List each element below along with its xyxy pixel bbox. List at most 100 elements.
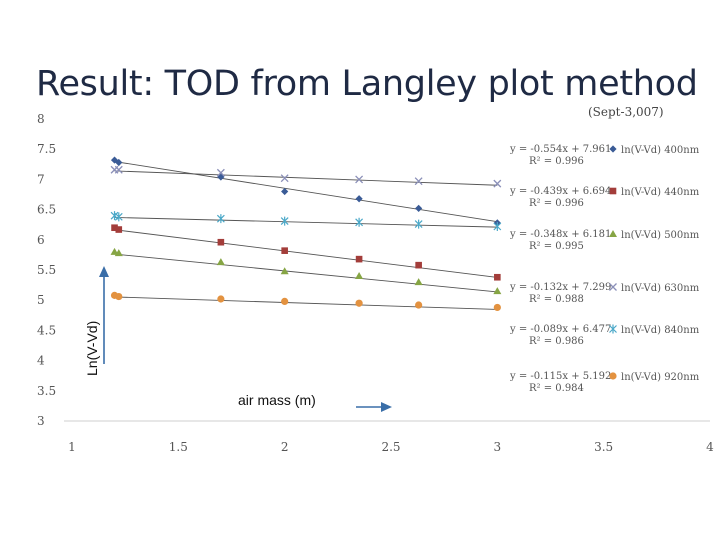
y-tick-label: 7.5 [37,142,56,156]
y-axis-label: Ln(V-Vd) [84,321,100,376]
data-point [355,175,364,184]
legend-marker [609,283,617,291]
y-tick-label: 6.5 [37,203,56,217]
trendline [114,253,498,293]
y-axis-arrow-head [99,266,109,277]
x-tick-labels: 1 1.5 2 2.5 3 3.5 4 [68,440,714,454]
data-point [114,249,123,257]
y-tick-label: 3.5 [37,384,56,398]
data-point [493,303,501,312]
data-point [114,212,123,222]
chart-subtitle: (Sept-3,007) [588,105,664,119]
y-tick-label: 5.5 [37,263,56,277]
series-markers [110,211,502,232]
data-point [115,158,123,167]
x-tick-label: 3.5 [594,440,613,454]
y-tick-label: 7 [37,172,45,186]
trendline [114,161,498,223]
trendline [114,296,498,310]
data-point [111,224,118,232]
data-point [216,168,225,177]
y-tick-label: 3 [37,414,45,428]
data-point [493,179,502,188]
data-point [281,247,288,254]
x-tick-label: 2 [281,440,289,454]
data-point [355,272,364,280]
legend-label: ln(V-Vd) 920nm [621,372,700,383]
data-markers [110,156,502,312]
x-tick-label: 1.5 [169,440,188,454]
data-point [280,174,289,183]
x-tick-label: 3 [494,440,502,454]
x-axis-arrow-head [381,402,392,412]
legend-marker [609,230,617,237]
data-point [355,255,363,263]
trendline [114,229,498,278]
fit-equation: y = -0.115x + 5.192 [509,371,611,382]
data-point [281,187,289,196]
data-point [494,273,501,281]
x-tick-label: 4 [706,440,714,454]
slide-title: Result: TOD from Langley plot method [36,64,698,104]
data-point [414,177,423,186]
legend-marker [609,324,617,334]
legend-marker [609,372,617,380]
fit-equation: y = -0.348x + 6.181 [509,229,611,240]
legend-label: ln(V-Vd) 400nm [621,145,700,156]
data-point [216,258,225,266]
data-point [414,219,423,229]
y-tick-label: 4 [37,354,45,368]
data-point [280,216,289,226]
data-point [415,301,423,309]
data-point [217,295,225,303]
legend-label: ln(V-Vd) 840nm [621,325,700,336]
x-axis-label: air mass (m) [238,392,316,408]
fit-r2: R² = 0.988 [529,294,584,305]
series-markers [110,247,502,295]
series-markers [110,291,501,312]
y-tick-label: 5 [37,293,45,307]
y-tick-label: 4.5 [37,323,56,337]
data-point [114,165,123,174]
series-markers [111,224,501,281]
fit-equation: y = -0.554x + 7.961 [509,144,611,155]
data-point [115,226,123,233]
fit-equation: y = -0.089x + 6.477 [509,324,611,335]
legend-label: ln(V-Vd) 630nm [621,283,700,294]
legend-marker [609,145,617,153]
legend-marker [609,187,617,195]
legend-label: ln(V-Vd) 500nm [621,230,700,241]
y-tick-label: 8 [37,112,45,126]
fit-r2: R² = 0.996 [529,156,584,167]
data-point [280,267,289,275]
x-tick-label: 2.5 [381,440,400,454]
series-markers [110,165,502,188]
data-point [493,287,502,295]
data-point [355,195,363,203]
y-tick-label: 6 [37,233,45,247]
data-point [355,217,364,227]
fit-equation: y = -0.132x + 7.299 [509,282,611,293]
fit-equation: y = -0.439x + 6.694 [509,186,611,197]
x-tick-label: 1 [68,440,76,454]
data-point [216,214,225,224]
data-point [415,261,422,269]
data-point [115,292,123,301]
y-tick-labels: 3 3.5 4 4.5 5 5.5 6 6.5 7 7.5 8 [37,112,56,428]
data-point [217,238,225,246]
fit-r2: R² = 0.984 [529,383,584,394]
series-markers [110,156,501,227]
trendline [114,170,498,186]
data-point [493,222,502,232]
fit-r2: R² = 0.986 [529,336,584,347]
fit-r2: R² = 0.995 [529,241,584,252]
data-point [355,299,363,307]
legend-label: ln(V-Vd) 440nm [621,187,700,198]
trendline [114,216,498,228]
data-point [281,297,289,306]
data-point [415,204,423,212]
trendlines [114,161,498,310]
fit-r2: R² = 0.996 [529,198,584,209]
